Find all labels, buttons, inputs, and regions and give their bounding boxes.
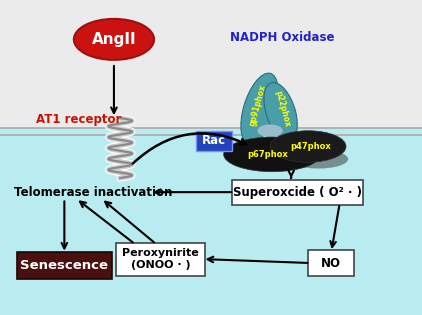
Ellipse shape <box>257 124 283 137</box>
FancyBboxPatch shape <box>308 250 354 276</box>
Text: NADPH Oxidase: NADPH Oxidase <box>230 31 335 44</box>
Text: p67phox: p67phox <box>248 150 288 159</box>
Text: AngII: AngII <box>92 32 136 47</box>
Ellipse shape <box>74 19 154 60</box>
Text: Rac: Rac <box>202 135 226 147</box>
Ellipse shape <box>270 131 346 162</box>
Bar <box>0 128 422 315</box>
Text: Peroxynirite
(ONOO · ): Peroxynirite (ONOO · ) <box>122 248 199 270</box>
Ellipse shape <box>289 150 348 169</box>
Ellipse shape <box>264 83 298 141</box>
Text: p47phox: p47phox <box>290 142 330 151</box>
Bar <box>0 0 422 128</box>
Ellipse shape <box>241 73 278 144</box>
FancyBboxPatch shape <box>232 180 363 205</box>
FancyBboxPatch shape <box>116 243 205 276</box>
Text: p22phox: p22phox <box>273 89 292 128</box>
Text: gp91phox: gp91phox <box>248 84 267 127</box>
Ellipse shape <box>224 137 321 172</box>
Text: Superoxcide ( O² · ): Superoxcide ( O² · ) <box>233 186 362 199</box>
Text: Senescence: Senescence <box>20 259 108 272</box>
FancyBboxPatch shape <box>196 131 232 151</box>
Text: Telomerase inactivation: Telomerase inactivation <box>14 186 172 199</box>
FancyBboxPatch shape <box>17 252 112 279</box>
Text: NO: NO <box>321 256 341 270</box>
Text: AT1 receptor: AT1 receptor <box>36 113 121 126</box>
